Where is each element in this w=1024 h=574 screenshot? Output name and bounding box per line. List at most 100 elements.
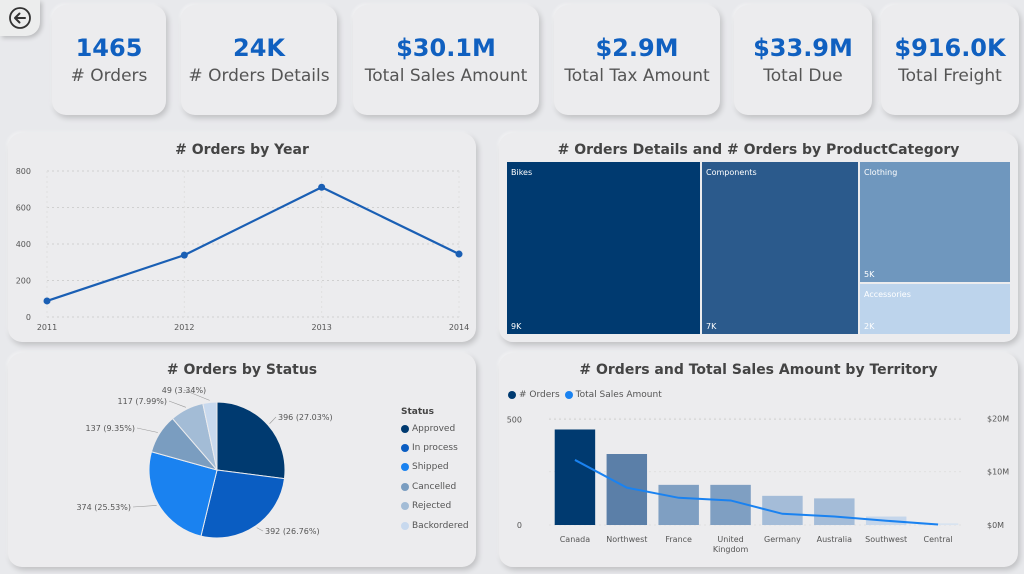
kpi-total-due: $33.9M Total Due [734, 5, 872, 115]
y-right-tick-label: $10M [987, 468, 1009, 477]
tile-name: Bikes [511, 168, 533, 177]
tile-value: 5K [864, 270, 875, 279]
legend-label: Backordered [412, 520, 469, 531]
x-tick-label: 2011 [37, 323, 57, 332]
orders-by-status-panel: # Orders by Status 396 (27.03%) 392 (26.7… [8, 353, 476, 567]
leader-line [269, 416, 277, 424]
legend-label: Rejected [412, 501, 452, 512]
kpi-value: $916.0K [894, 33, 1006, 62]
x-tick-label: Australia [817, 535, 852, 544]
kpi-label: Total Sales Amount [364, 65, 528, 86]
legend-item[interactable]: Backordered [401, 516, 469, 535]
x-tick-label: 2013 [311, 323, 331, 332]
slice-label: 396 (27.03%) [278, 413, 333, 422]
slice-label: 374 (25.53%) [76, 503, 131, 512]
legend-dot [401, 521, 409, 530]
chart-title: # Orders Details and # Orders by Product… [557, 142, 960, 158]
y-right-tick-label: $0M [987, 521, 1004, 530]
tile-name: Accessories [864, 290, 911, 299]
data-point[interactable] [180, 251, 188, 259]
legend-dot [401, 482, 409, 491]
treemap-tile-clothing[interactable]: Clothing 5K [860, 162, 1010, 282]
territory-legend: # Orders Total Sales Amount [508, 390, 662, 400]
x-tick-label: Central [923, 535, 952, 544]
pie-slice-approved[interactable] [216, 401, 286, 480]
territory-panel: # Orders and Total Sales Amount by Terri… [499, 353, 1018, 567]
kpi-total-freight: $916.0K Total Freight [881, 5, 1019, 115]
y-left-tick-label: 500 [507, 415, 522, 424]
x-tick-label: Kingdom [713, 545, 749, 554]
kpi-value: 24K [233, 33, 285, 62]
legend-item[interactable]: Approved [401, 419, 469, 438]
y-tick-label: 800 [16, 167, 31, 176]
slice-label: 49 (3.34%) [162, 386, 206, 395]
slice-label: 117 (7.99%) [118, 397, 167, 406]
data-point[interactable] [43, 297, 51, 305]
pie-slice-in-process[interactable] [200, 469, 286, 539]
back-button[interactable] [0, 0, 40, 36]
back-arrow-icon [9, 7, 31, 29]
bar-france[interactable] [658, 484, 699, 525]
legend-label: # Orders [519, 390, 560, 400]
product-category-treemap: Bikes 9K Components 7K Clothing 5K Accessories… [507, 162, 1010, 334]
tile-name: Components [706, 168, 757, 177]
product-category-panel: # Orders Details and # Orders by Product… [499, 133, 1018, 342]
legend-item[interactable]: Shipped [401, 458, 469, 477]
y-left-tick-label: 0 [517, 521, 522, 530]
tile-value: 7K [706, 322, 717, 331]
kpi-label: Total Freight [898, 65, 1002, 86]
legend-label: Approved [412, 423, 456, 434]
bar-canada[interactable] [554, 429, 596, 525]
legend-label: Cancelled [412, 481, 457, 492]
legend-label: Total Sales Amount [575, 390, 662, 400]
tile-name: Clothing [864, 168, 898, 177]
kpi-label: Total Due [763, 65, 843, 86]
leader-line [132, 505, 157, 508]
chart-title: # Orders by Year [175, 142, 309, 158]
legend-dot [401, 502, 409, 511]
x-tick-label: Canada [560, 535, 591, 544]
kpi-value: $2.9M [595, 33, 679, 62]
y-tick-label: 400 [16, 240, 31, 249]
legend-dot [564, 391, 573, 399]
slice-label: 137 (9.35%) [86, 424, 135, 433]
kpi-label: # Orders Details [188, 65, 330, 86]
legend-dot [401, 463, 409, 472]
kpi-orders-details: 24K # Orders Details [181, 5, 337, 115]
legend-item[interactable]: Rejected [401, 497, 469, 516]
x-tick-label: France [665, 535, 692, 544]
legend-dot [508, 391, 516, 399]
orders-by-year-panel: # Orders by Year 0 200 400 600 800 2011 2012 20… [8, 133, 476, 342]
pie-slice-shipped[interactable] [148, 451, 218, 537]
legend-label: Shipped [412, 462, 449, 473]
x-tick-label: Northwest [606, 535, 647, 544]
leader-line [136, 427, 158, 433]
treemap-tile-bikes[interactable]: Bikes 9K [507, 162, 700, 334]
legend-label: In process [412, 443, 458, 454]
pie-slice-backordered[interactable] [202, 401, 218, 471]
data-point[interactable] [318, 183, 326, 191]
tile-value: 9K [511, 322, 522, 331]
orders-by-status-chart: 396 (27.03%) 392 (26.76%) 374 (25.53%) 137 … [76, 386, 333, 539]
treemap-tile-components[interactable]: Components 7K [702, 162, 858, 334]
territory-chart: 0 500 $0M $10M $20M Canada Northwest France Unit… [507, 414, 1010, 554]
bar-australia[interactable] [814, 498, 855, 525]
y-tick-label: 200 [16, 277, 31, 286]
leader-line [168, 400, 186, 408]
legend-title: Status [401, 407, 434, 417]
chart-title: # Orders by Status [166, 362, 318, 378]
sales-line [574, 459, 939, 526]
kpi-orders: 1465 # Orders [52, 5, 166, 115]
legend-item[interactable]: In process [401, 438, 469, 457]
leader-line [256, 527, 264, 532]
legend-dot [401, 424, 409, 433]
treemap-tile-accessories[interactable]: Accessories 2K [860, 284, 1010, 334]
x-tick-label: 2014 [449, 323, 469, 332]
kpi-value: $30.1M [396, 33, 496, 62]
y-tick-label: 0 [26, 313, 31, 322]
legend-dot [401, 444, 409, 453]
legend-item[interactable]: Cancelled [401, 477, 469, 496]
data-point[interactable] [455, 250, 463, 258]
kpi-value: $33.9M [753, 33, 853, 62]
kpi-total-sales-amount: $30.1M Total Sales Amount [353, 5, 539, 115]
